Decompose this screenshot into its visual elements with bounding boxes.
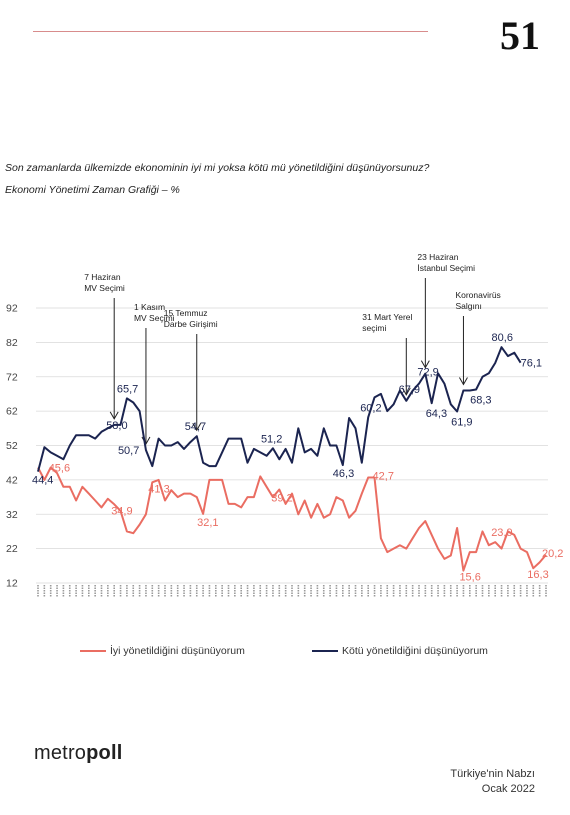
data-label: 45,6: [49, 463, 70, 475]
footer-publication: Türkiye'nin Nabzı: [450, 768, 535, 780]
y-tick-label: 12: [6, 578, 18, 590]
annotation-label: MV Seçimi: [84, 283, 125, 293]
legend-label-bad: Kötü yönetildiğini düşünüyorum: [342, 645, 488, 657]
y-tick-label: 52: [6, 440, 18, 452]
series-lines: [37, 346, 547, 572]
y-tick-label: 42: [6, 474, 18, 486]
annotation-arrow-head: [192, 422, 202, 432]
y-axis: 12 22 32 42 52 62 72 82 92: [6, 303, 18, 590]
data-label: 60,2: [360, 402, 381, 414]
annotation-label: Salgını: [455, 301, 481, 311]
data-label: 61,9: [451, 416, 472, 428]
annotation-arrow-head: [401, 387, 411, 396]
data-label: 46,3: [333, 468, 354, 480]
data-label: 76,1: [521, 358, 542, 370]
data-label: 68,3: [470, 394, 491, 406]
y-tick-label: 92: [6, 303, 18, 315]
data-label: 20,2: [542, 548, 563, 560]
legend-item-good: İyi yönetildiğini düşünüyorum: [80, 645, 245, 657]
x-axis: [37, 585, 547, 597]
top-rule: [33, 31, 428, 32]
annotation-label: 15 Temmuz: [164, 308, 208, 318]
data-label: 67,9: [399, 384, 420, 396]
y-tick-label: 32: [6, 509, 18, 521]
legend-label-good: İyi yönetildiğini düşünüyorum: [110, 645, 245, 657]
data-label: 51,2: [261, 433, 282, 445]
logo-text-light: metro: [34, 742, 87, 764]
annotation-label: 7 Haziran: [84, 272, 121, 282]
annotation-arrow-head: [459, 377, 468, 386]
legend-item-bad: Kötü yönetildiğini düşünüyorum: [312, 645, 488, 657]
series-line-bad: [37, 346, 522, 472]
data-label: 50,7: [118, 445, 139, 457]
annotation-arrow-head: [109, 411, 119, 420]
data-label: 54,7: [185, 421, 206, 433]
annotation-label: MV Seçimi: [134, 313, 175, 323]
annotation-label: Darbe Girişimi: [164, 319, 218, 329]
logo-text-bold: poll: [86, 742, 123, 764]
annotation-label: seçimi: [362, 323, 386, 333]
data-label: 32,1: [197, 517, 218, 529]
data-label: 44,4: [32, 475, 53, 487]
annotation-label: 31 Mart Yerel: [362, 312, 412, 322]
chart-grid: [36, 307, 548, 584]
metropoll-logo: metropoll: [34, 742, 122, 765]
annotation-arrow-head: [420, 360, 430, 369]
data-label: 80,6: [492, 332, 513, 344]
data-label: 34,9: [111, 505, 132, 517]
data-label: 64,3: [426, 408, 447, 420]
y-tick-label: 22: [6, 543, 18, 555]
data-label: 58,0: [106, 420, 127, 432]
annotation-label: 23 Haziran: [417, 252, 458, 262]
data-label: 41,3: [148, 483, 169, 495]
footer-date: Ocak 2022: [481, 783, 535, 795]
series-line-good: [37, 466, 547, 572]
data-label: 16,3: [527, 569, 548, 581]
data-label: 42,7: [373, 470, 394, 482]
y-tick-label: 62: [6, 406, 18, 418]
data-label: 39,2: [271, 493, 292, 505]
y-tick-label: 82: [6, 337, 18, 349]
data-label: 65,7: [117, 383, 138, 395]
y-tick-label: 72: [6, 371, 18, 383]
data-label: 15,6: [459, 572, 480, 584]
annotation-label: İstanbul Seçimi: [417, 263, 475, 273]
footer: Türkiye'nin Nabzı Ocak 2022: [450, 767, 535, 797]
data-label: 72,9: [417, 367, 438, 379]
survey-question: Son zamanlarda ülkemizde ekonominin iyi …: [5, 162, 430, 174]
chart-subtitle: Ekonomi Yönetimi Zaman Grafiği – %: [5, 184, 180, 196]
legend-swatch-bad: [312, 650, 338, 652]
legend-swatch-good: [80, 650, 106, 652]
annotation-label: Koronavirüs: [455, 290, 500, 300]
annotation-label: 1 Kasım: [134, 302, 165, 312]
value-labels: 45,6 34,9 41,3 32,1 39,2 42,7 15,6 23,9 16,3 20,2…: [32, 332, 563, 583]
data-label: 23,9: [491, 527, 512, 539]
page-number: 51: [500, 13, 540, 58]
